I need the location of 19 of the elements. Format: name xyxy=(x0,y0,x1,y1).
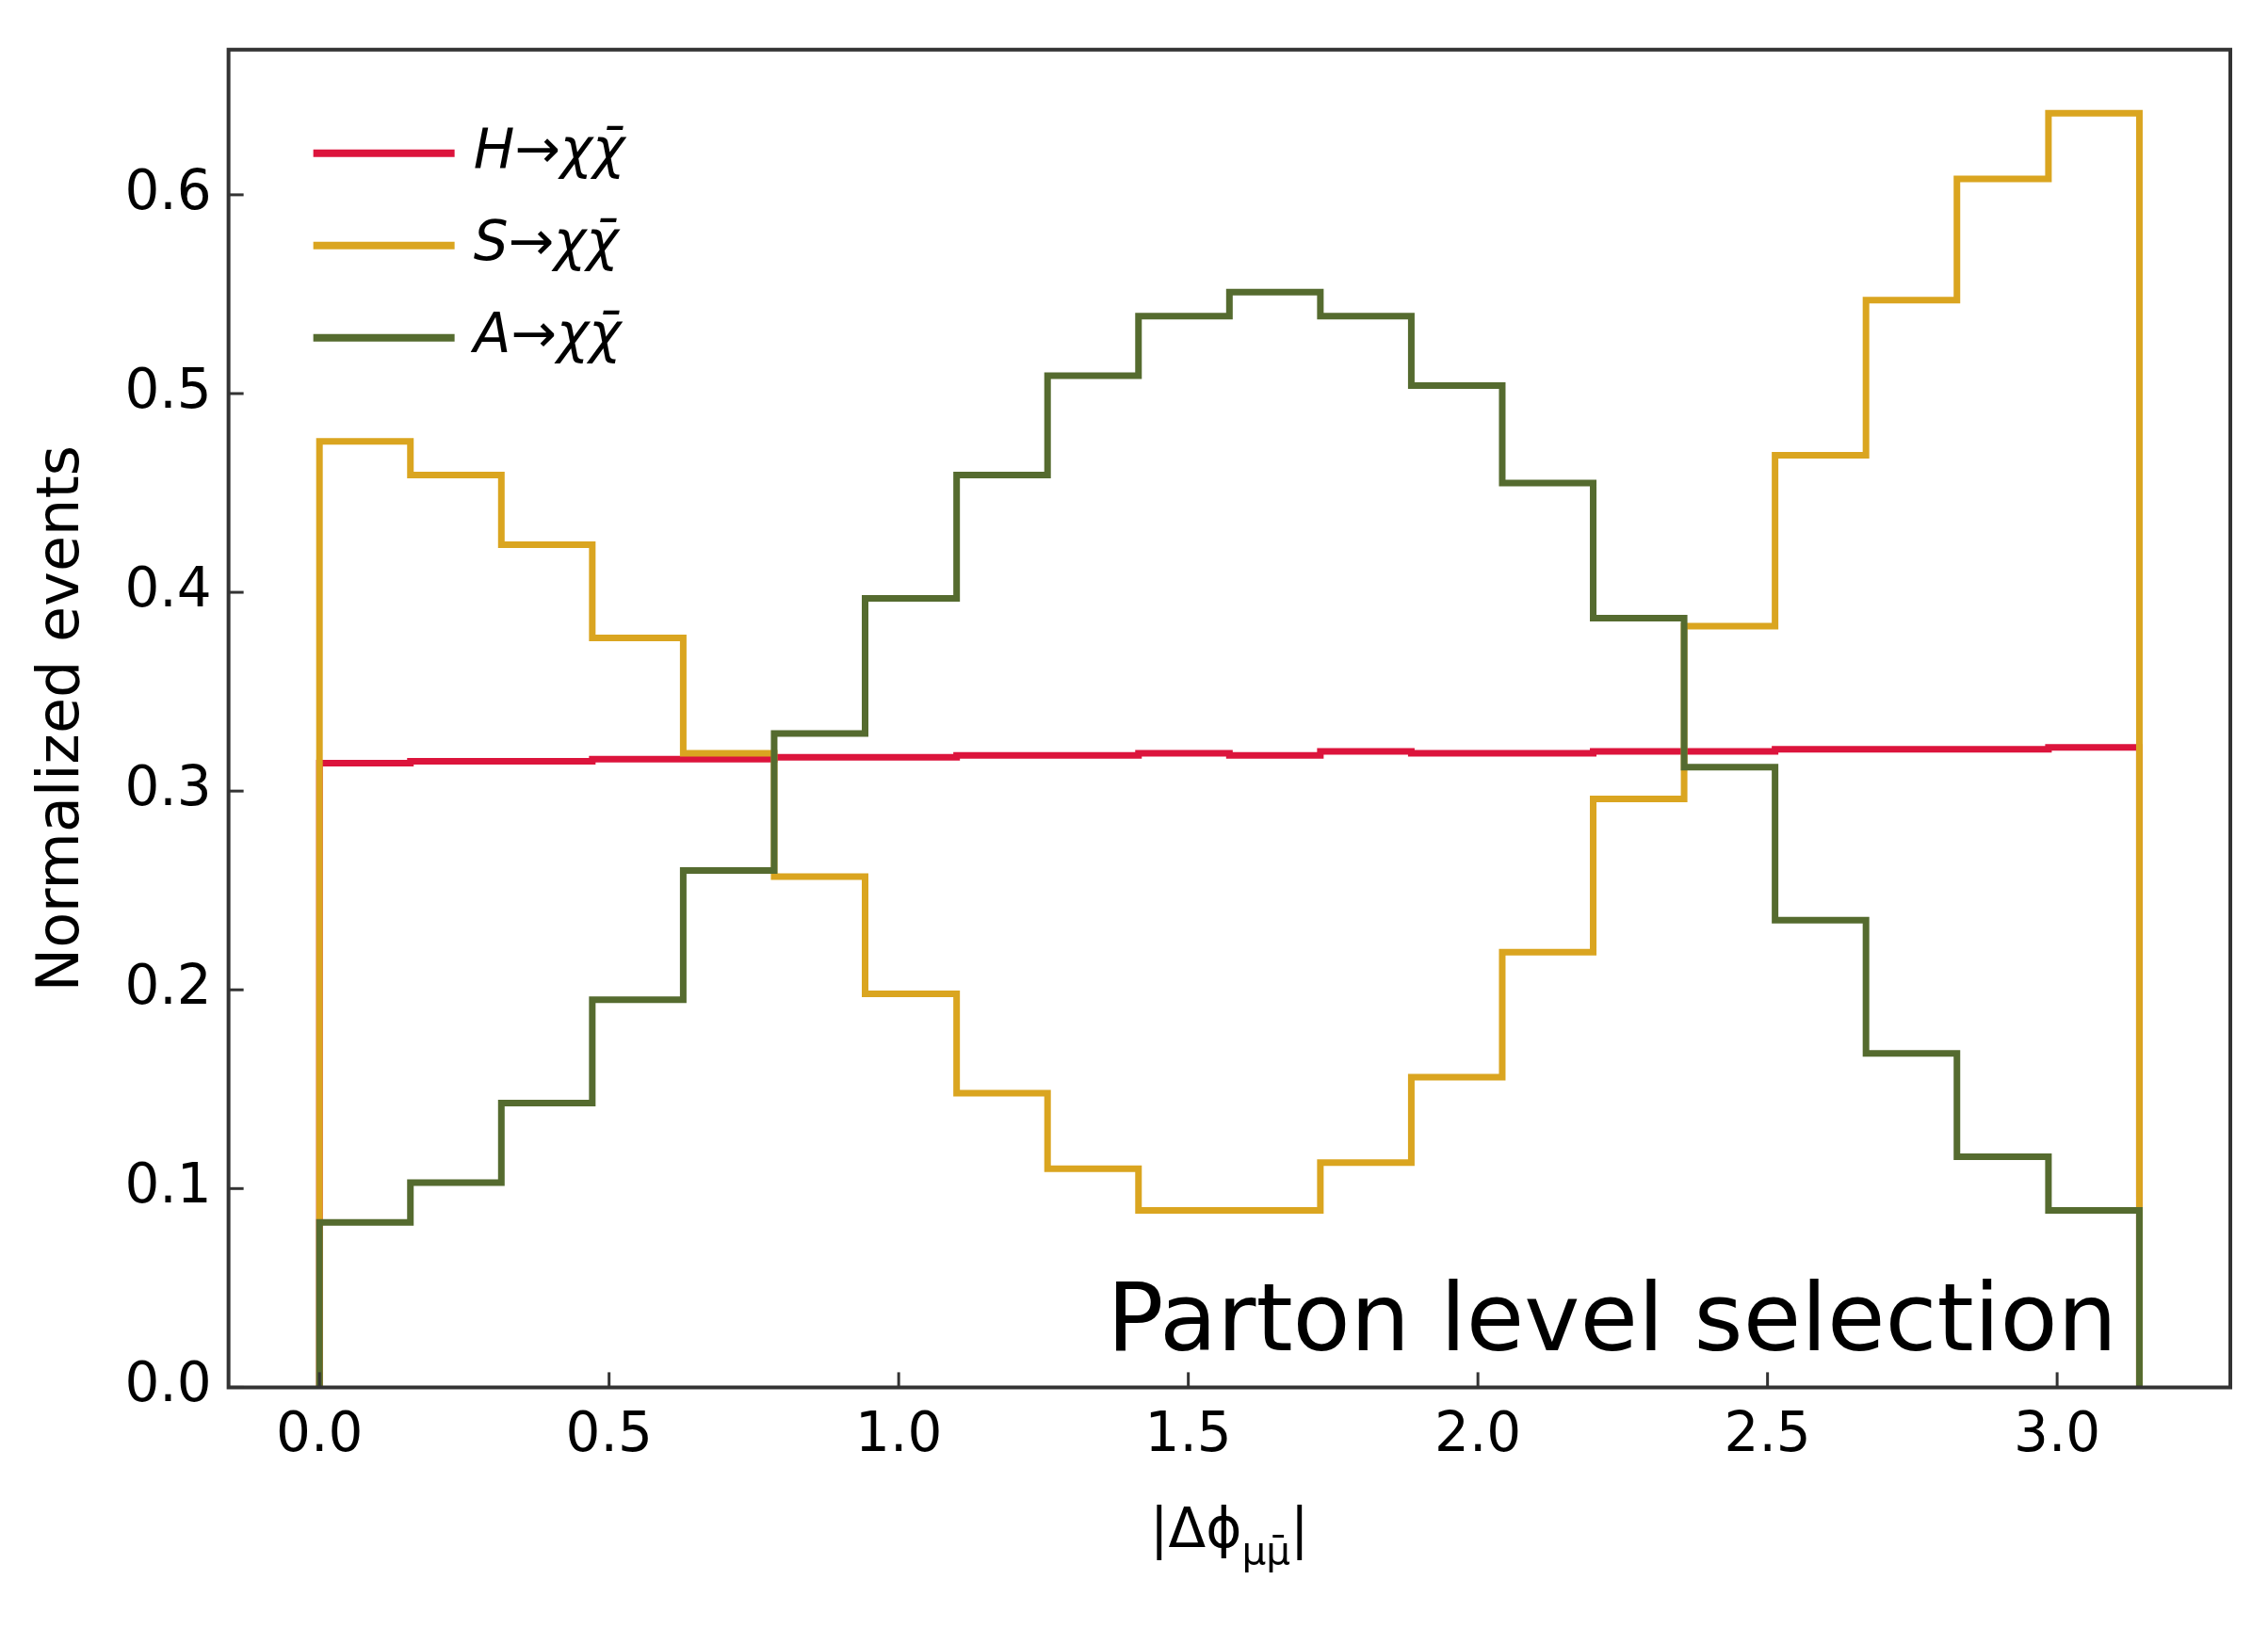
x-tick-label: 2.0 xyxy=(1434,1400,1522,1465)
x-tick-label: 1.0 xyxy=(855,1400,943,1465)
x-tick-label: 0.5 xyxy=(565,1400,653,1465)
y-axis-title: Normalized events xyxy=(24,445,93,992)
y-tick-label: 0.6 xyxy=(124,157,212,222)
x-tick-label: 1.5 xyxy=(1144,1400,1232,1465)
x-tick-label: 2.5 xyxy=(1724,1400,1811,1465)
y-tick-label: 0.3 xyxy=(124,754,212,819)
x-tick-label: 0.0 xyxy=(276,1400,364,1465)
legend-label: S→χχ̄ xyxy=(473,208,622,273)
y-tick-label: 0.0 xyxy=(124,1350,212,1415)
annotation: Parton level selection xyxy=(1107,1263,2117,1374)
x-tick-label: 3.0 xyxy=(2014,1400,2101,1465)
y-tick-label: 0.4 xyxy=(124,556,212,621)
y-tick-label: 0.5 xyxy=(124,357,212,422)
y-tick-label: 0.2 xyxy=(124,953,212,1018)
y-tick-label: 0.1 xyxy=(124,1152,212,1217)
legend-label: A→χχ̄ xyxy=(469,300,624,365)
legend-label: H→χχ̄ xyxy=(473,116,628,181)
